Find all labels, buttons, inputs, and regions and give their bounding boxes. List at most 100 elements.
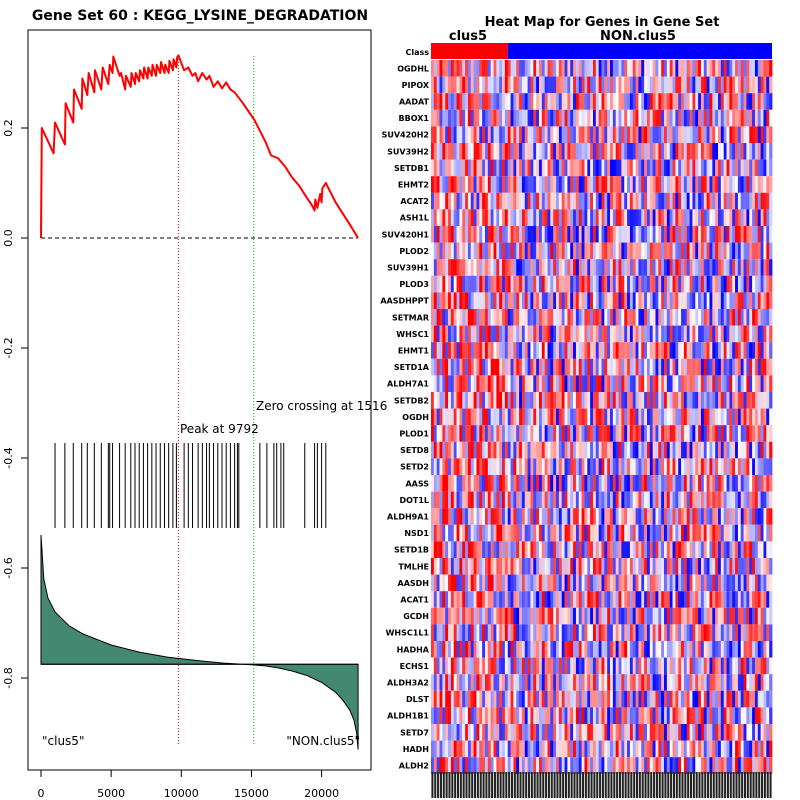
- heatmap-cell: [587, 707, 591, 724]
- heatmap-cell: [431, 425, 435, 442]
- heatmap-cell: [766, 109, 770, 127]
- heatmap-cell: [459, 657, 463, 675]
- heatmap-cell: [450, 458, 455, 475]
- heatmap-cell: [709, 192, 713, 210]
- heatmap-cell: [635, 408, 639, 426]
- heatmap-cell: [695, 624, 699, 641]
- heatmap-cell: [470, 292, 475, 309]
- heatmap-cell: [536, 707, 540, 724]
- heatmap-cell: [547, 375, 551, 392]
- heatmap-cell: [570, 707, 574, 724]
- heatmap-cell: [519, 674, 523, 691]
- heatmap-cell: [453, 109, 457, 127]
- heatmap-cell: [607, 591, 611, 608]
- heatmap-cell: [712, 458, 716, 475]
- heatmap-cell: [769, 126, 773, 143]
- heatmap-cell: [479, 591, 483, 608]
- heatmap-cell: [484, 574, 489, 592]
- heatmap-cell: [507, 176, 511, 193]
- heatmap-cell: [573, 275, 577, 293]
- heatmap-cell: [743, 541, 747, 558]
- heatmap-cell: [450, 591, 455, 608]
- heatmap-cell: [649, 209, 654, 226]
- heatmap-cell: [661, 641, 665, 658]
- heatmap-cell: [601, 292, 605, 309]
- heatmap-cell: [550, 109, 554, 127]
- heatmap-cell: [729, 524, 733, 542]
- heatmap-cell: [675, 226, 679, 243]
- heatmap-cell: [649, 242, 654, 260]
- heatmap-cell: [533, 192, 537, 210]
- heatmap-cell: [678, 690, 682, 708]
- heatmap-cell: [584, 674, 588, 691]
- heatmap-cell: [479, 425, 483, 442]
- heatmap-cell: [590, 259, 594, 276]
- heatmap-cell: [655, 607, 659, 625]
- heatmap-cell: [621, 242, 625, 260]
- heatmap-cell: [703, 458, 708, 475]
- heatmap-cell: [573, 358, 577, 376]
- heatmap-cell: [431, 143, 435, 160]
- heatmap-cell: [507, 60, 511, 77]
- heatmap-cell: [527, 192, 531, 210]
- heatmap-cell: [598, 690, 602, 708]
- heatmap-cell: [629, 607, 634, 625]
- heatmap-cell: [766, 408, 770, 426]
- heatmap-cell: [567, 607, 571, 625]
- heatmap-cell: [547, 425, 551, 442]
- heatmap-cell: [556, 325, 560, 343]
- heatmap-cell: [698, 325, 702, 343]
- heatmap-cell: [666, 707, 671, 724]
- heatmap-cell: [575, 641, 580, 658]
- heatmap-cell: [607, 242, 611, 260]
- heatmap-cell: [743, 358, 747, 376]
- heatmap-cell: [769, 192, 773, 210]
- heatmap-cell: [624, 242, 628, 260]
- heatmap-cell: [700, 292, 705, 309]
- heatmap-cell: [462, 591, 466, 608]
- heatmap-cell: [624, 724, 628, 741]
- heatmap-cell: [760, 674, 764, 691]
- heatmap-cell: [584, 441, 588, 459]
- heatmap-cell: [442, 309, 446, 326]
- heatmap-cell: [632, 524, 636, 542]
- heatmap-cell: [450, 309, 455, 326]
- heatmap-cell: [536, 259, 540, 276]
- heatmap-cell: [666, 674, 671, 691]
- heatmap-cell: [720, 674, 725, 691]
- heatmap-cell: [766, 607, 770, 625]
- heatmap-cell: [666, 425, 671, 442]
- heatmap-cell: [519, 242, 523, 260]
- heatmap-cell: [681, 674, 685, 691]
- heatmap-cell: [590, 375, 594, 392]
- heatmap-cell: [433, 292, 438, 309]
- heatmap-cell: [462, 624, 466, 641]
- heatmap-cell: [683, 607, 688, 625]
- heatmap-cell: [499, 192, 503, 210]
- heatmap-cell: [681, 491, 685, 509]
- heatmap-cell: [533, 657, 537, 675]
- heatmap-cell: [601, 674, 605, 691]
- heatmap-cell: [431, 607, 435, 625]
- heatmap-cell: [516, 375, 520, 392]
- heatmap-cell: [686, 607, 690, 625]
- heatmap-cell: [740, 524, 744, 542]
- heatmap-cell: [635, 275, 639, 293]
- heatmap-cell: [573, 309, 577, 326]
- heatmap-cell: [769, 624, 773, 641]
- heatmap-cell: [496, 275, 500, 293]
- heatmap-cell: [669, 641, 673, 658]
- heatmap-cell: [462, 60, 466, 77]
- heatmap-cell: [737, 574, 742, 592]
- heatmap-cell: [516, 475, 520, 492]
- heatmap-cell: [627, 458, 631, 475]
- heatmap-cell: [513, 524, 517, 542]
- heatmap-cell: [615, 707, 619, 724]
- heatmap-cell: [553, 226, 557, 243]
- heatmap-cell: [538, 558, 543, 575]
- heatmap-cell: [615, 375, 619, 392]
- heatmap-cell: [757, 441, 762, 459]
- heatmap-cell: [524, 441, 529, 459]
- heatmap-cell: [672, 209, 676, 226]
- heatmap-cell: [547, 558, 551, 575]
